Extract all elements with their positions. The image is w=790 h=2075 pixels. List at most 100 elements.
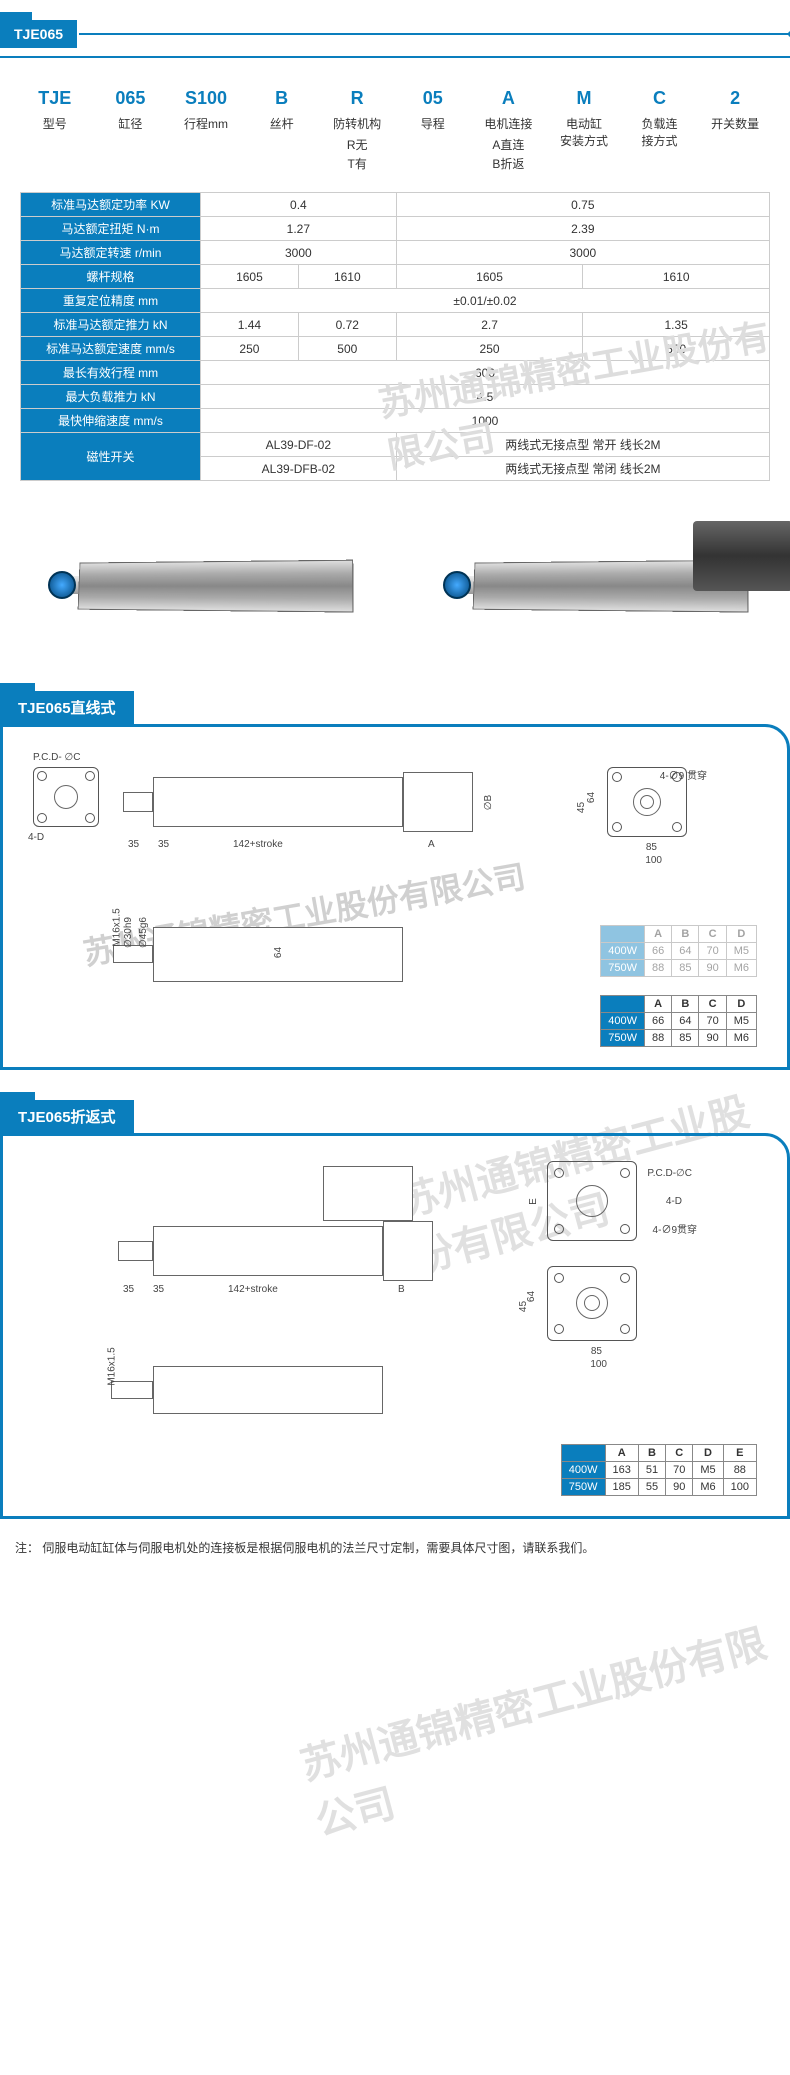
ordering-label: 导程	[398, 115, 468, 132]
product-code-tab: TJE065	[0, 20, 77, 48]
dim-cell: 88	[644, 960, 671, 977]
spec-cell: 两线式无接点型 常闭 线长2M	[396, 457, 769, 481]
ordering-option: B折返	[474, 155, 544, 172]
spec-cell: 3000	[201, 241, 397, 265]
dim-cell: M5	[726, 943, 756, 960]
spec-table: 标准马达额定功率 KW0.40.75马达额定扭矩 N·m1.272.39马达额定…	[20, 192, 770, 481]
spec-cell: 1610	[583, 265, 770, 289]
dim-row-header: 400W	[601, 943, 645, 960]
spec-cell: 0.4	[201, 193, 397, 217]
section-a-header: TJE065直线式	[0, 691, 790, 724]
spec-cell: 3000	[396, 241, 769, 265]
spec-cell: 500	[298, 337, 396, 361]
spec-cell: 250	[396, 337, 583, 361]
ordering-label: 行程mm	[171, 115, 241, 132]
dim-cell: 90	[699, 1030, 726, 1047]
dim-cell: 64	[672, 1013, 699, 1030]
dim-cell: 55	[638, 1479, 665, 1496]
dim-row-header: 400W	[601, 1013, 645, 1030]
dim-cell: 66	[644, 1013, 671, 1030]
spec-cell: 两线式无接点型 常开 线长2M	[396, 433, 769, 457]
actuator-photo-inline	[48, 501, 348, 651]
section-a-title: TJE065直线式	[0, 691, 134, 724]
spec-label: 标准马达额定速度 mm/s	[21, 337, 201, 361]
ordering-col: 05 导程	[398, 88, 468, 172]
dim-table-a: ABCD400W666470M5750W888590M6	[600, 995, 757, 1047]
ordering-col: C负载连 接方式	[625, 88, 695, 172]
ordering-label: 电动缸 安装方式	[549, 115, 619, 149]
spec-cell: 0.75	[396, 193, 769, 217]
spec-label: 磁性开关	[21, 433, 201, 481]
ordering-code: A	[474, 88, 544, 109]
dim-cell: M6	[693, 1479, 723, 1496]
page-header: TJE065	[0, 20, 790, 48]
spec-cell: 600	[201, 361, 770, 385]
dim-cell: 64	[672, 943, 699, 960]
spec-cell: AL39-DFB-02	[201, 457, 397, 481]
ordering-option: A直连	[474, 136, 544, 153]
spec-label: 最长有效行程 mm	[21, 361, 201, 385]
ordering-label: 丝杆	[247, 115, 317, 132]
divider	[0, 56, 790, 58]
dim-cell: 163	[605, 1462, 638, 1479]
dim-cell: 66	[644, 943, 671, 960]
watermark: 苏州通锦精密工业股份有限公司	[293, 1609, 790, 1848]
dim-cell: 100	[723, 1479, 756, 1496]
spec-cell: 500	[583, 337, 770, 361]
ordering-code: C	[625, 88, 695, 109]
actuator-photo-foldback	[443, 501, 743, 651]
dim-row-header: 400W	[561, 1462, 605, 1479]
dim-table-b: ABCDE400W1635170M588750W1855590M6100	[561, 1444, 757, 1496]
dim-cell: 90	[699, 960, 726, 977]
ordering-label: 防转机构	[322, 115, 392, 132]
ordering-col: B丝杆	[247, 88, 317, 172]
header-underline	[79, 33, 790, 35]
ordering-code: 05	[398, 88, 468, 109]
ordering-col: 065缸径	[96, 88, 166, 172]
ordering-code: 065	[96, 88, 166, 109]
ordering-option: T有	[322, 155, 392, 172]
spec-cell: 250	[201, 337, 299, 361]
spec-label: 标准马达额定功率 KW	[21, 193, 201, 217]
spec-cell: 1610	[298, 265, 396, 289]
dim-cell: 51	[638, 1462, 665, 1479]
dim-cell: 70	[699, 943, 726, 960]
dim-cell: 85	[672, 1030, 699, 1047]
dim-cell: M6	[726, 1030, 756, 1047]
spec-label: 最大负载推力 kN	[21, 385, 201, 409]
dim-table-a-ghost: ABCD400W666470M5750W888590M6	[600, 925, 757, 977]
dim-cell: 70	[699, 1013, 726, 1030]
ordering-col: TJE型号	[20, 88, 90, 172]
ordering-code-row: TJE型号065缸径S100行程mmB丝杆R防转机构R无T有05导程A电机连接A…	[0, 88, 790, 172]
ordering-code: M	[549, 88, 619, 109]
dim-cell: M5	[693, 1462, 723, 1479]
product-photo-area	[0, 501, 790, 651]
dim-row-header: 750W	[601, 960, 645, 977]
spec-cell: 1.27	[201, 217, 397, 241]
drawing-b-frame: 35 35 142+stroke B M16x1.5 P.C.D-∅C 4-D …	[0, 1133, 790, 1519]
ordering-code: 2	[700, 88, 770, 109]
ordering-option: R无	[322, 136, 392, 153]
spec-cell: 2.39	[396, 217, 769, 241]
spec-label: 重复定位精度 mm	[21, 289, 201, 313]
spec-cell: 1.44	[201, 313, 299, 337]
dim-row-header: 750W	[561, 1479, 605, 1496]
dim-row-header: 750W	[601, 1030, 645, 1047]
spec-label: 标准马达额定推力 kN	[21, 313, 201, 337]
dim-cell: 185	[605, 1479, 638, 1496]
spec-label: 马达额定扭矩 N·m	[21, 217, 201, 241]
ordering-label: 型号	[20, 115, 90, 132]
spec-label: 螺杆规格	[21, 265, 201, 289]
spec-cell: ±0.01/±0.02	[201, 289, 770, 313]
spec-cell: 2.7	[396, 313, 583, 337]
spec-cell: 1605	[396, 265, 583, 289]
drawing-a-frame: P.C.D- ∅C 4-D 35 35 142+stroke A ∅B 4-∅9…	[0, 724, 790, 1070]
footnote: 注： 伺服电动缸缸体与伺服电机处的连接板是根据伺服电机的法兰尺寸定制，需要具体尺…	[15, 1539, 775, 1556]
spec-cell: 4.5	[201, 385, 770, 409]
spec-label: 最快伸缩速度 mm/s	[21, 409, 201, 433]
dim-cell: M5	[726, 1013, 756, 1030]
dim-cell: 70	[666, 1462, 693, 1479]
section-b-header: TJE065折返式	[0, 1100, 790, 1133]
spec-cell: 1605	[201, 265, 299, 289]
spec-cell: 0.72	[298, 313, 396, 337]
